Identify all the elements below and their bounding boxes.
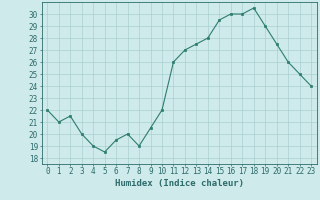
X-axis label: Humidex (Indice chaleur): Humidex (Indice chaleur) — [115, 179, 244, 188]
